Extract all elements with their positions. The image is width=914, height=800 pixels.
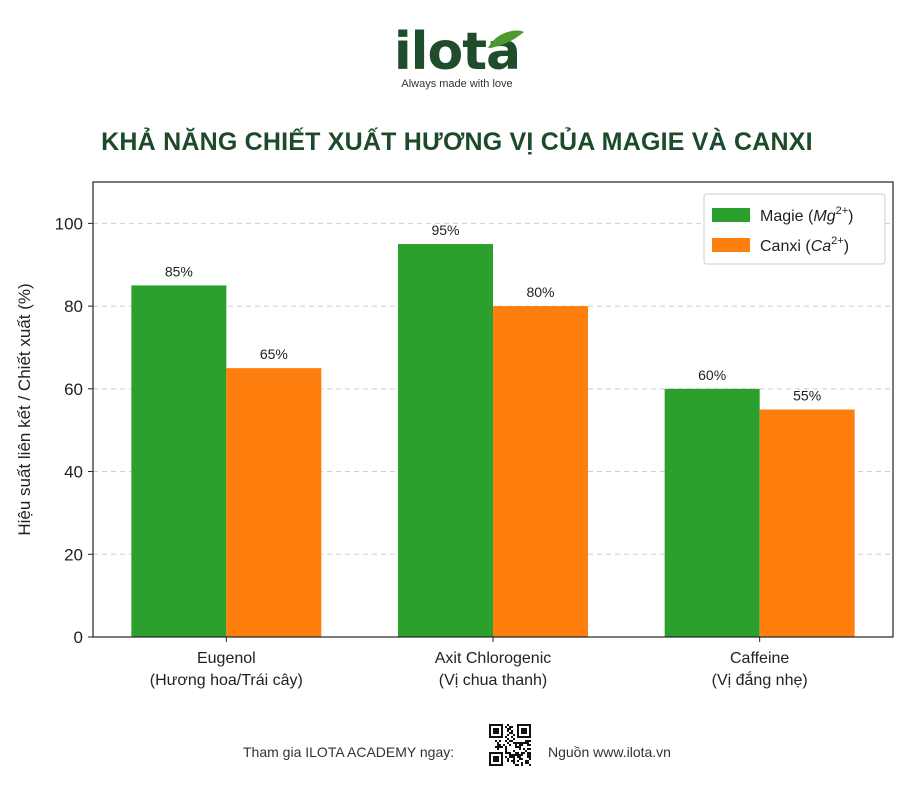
footer-join-text: Tham gia ILOTA ACADEMY ngay: — [243, 744, 455, 760]
x-tick-label: (Vị chua thanh) — [439, 672, 548, 689]
data-labels: 85% 65% 95% 80% 60% 55% — [165, 222, 821, 403]
y-tick-label: 100 — [55, 214, 83, 233]
plot-frame — [92, 181, 894, 638]
x-tick-label: Caffeine — [730, 650, 789, 667]
y-tick-label: 80 — [64, 297, 83, 316]
y-axis-ticks: 0 20 40 60 80 100 — [55, 214, 93, 647]
y-axis-label: Hiệu suất liên kết / Chiết xuất (%) — [15, 283, 34, 535]
legend-swatch-canxi — [712, 238, 750, 252]
data-label: 55% — [793, 388, 821, 404]
data-label: 60% — [698, 367, 726, 383]
bar-canxi — [759, 409, 855, 637]
bars — [131, 244, 855, 637]
brand-tagline: Always made with love — [401, 78, 513, 90]
data-label: 85% — [165, 263, 193, 279]
x-tick-label: Axit Chlorogenic — [435, 650, 552, 667]
bar-canxi — [493, 306, 588, 637]
x-tick-label: Eugenol — [197, 650, 256, 667]
y-tick-label: 20 — [64, 545, 83, 564]
bar-magie — [664, 388, 760, 637]
bar-magie — [131, 285, 227, 637]
bar-chart: 85% 65% 95% 80% 60% 55% 0 20 40 60 80 100 Eugenol (… — [15, 181, 894, 689]
y-tick-label: 40 — [64, 463, 83, 482]
legend: Magie (Mg2+) Canxi (Ca2+) — [703, 193, 886, 265]
x-axis-ticks: Eugenol (Hương hoa/Trái cây) Axit Chloroge… — [150, 637, 808, 689]
qr-code-icon[interactable] — [489, 724, 531, 766]
leaf-icon — [488, 30, 525, 48]
footer: Tham gia ILOTA ACADEMY ngay: Nguồn www.i… — [0, 722, 914, 768]
bar-magie — [398, 244, 493, 637]
data-label: 65% — [260, 346, 288, 362]
legend-label-magie: Magie (Mg2+) — [760, 205, 853, 225]
brand-logo: ilota Always made with love — [0, 22, 914, 90]
brand-name: ilota — [393, 22, 521, 82]
legend-label-canxi: Canxi (Ca2+) — [760, 235, 849, 255]
logo-wordmark: ilota — [393, 22, 525, 82]
footer-source-text: Nguồn www.ilota.vn — [548, 744, 671, 760]
y-tick-label: 60 — [64, 380, 83, 399]
data-label: 95% — [431, 222, 459, 238]
chart-title: KHẢ NĂNG CHIẾT XUẤT HƯƠNG VỊ CỦA MAGIE V… — [101, 128, 813, 156]
data-label: 80% — [526, 284, 554, 300]
bar-canxi — [226, 368, 322, 637]
legend-swatch-magie — [712, 208, 750, 222]
x-tick-label: (Hương hoa/Trái cây) — [150, 672, 303, 689]
y-tick-label: 0 — [74, 628, 83, 647]
x-tick-label: (Vị đắng nhẹ) — [712, 670, 808, 689]
